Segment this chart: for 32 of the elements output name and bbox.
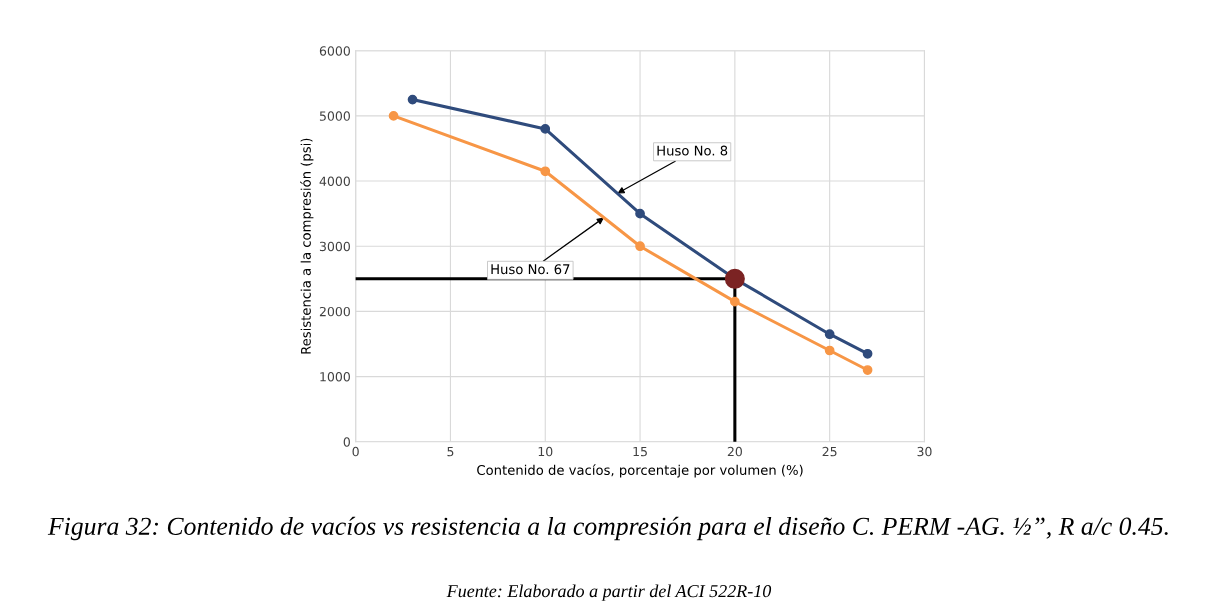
y-tick-label: 2000 [319, 306, 350, 317]
y-tick-label: 6000 [319, 46, 350, 56]
y-tick-label: 0 [343, 437, 350, 447]
point [724, 268, 745, 289]
x-tick-label: 10 [538, 446, 553, 457]
point [862, 365, 873, 375]
point [824, 345, 835, 356]
point [635, 241, 645, 252]
x-tick-label: 25 [822, 446, 837, 457]
y-tick-label: 1000 [320, 372, 350, 382]
point [540, 166, 551, 177]
y-tick-label: 3000 [319, 241, 350, 252]
point [407, 94, 418, 105]
point [388, 111, 399, 121]
x-tick-label: 15 [633, 447, 647, 457]
y-tick-label: 4000 [319, 176, 350, 186]
x-tick-label: 20 [727, 446, 742, 457]
point [729, 296, 740, 307]
point [862, 348, 873, 359]
point [635, 208, 645, 219]
annotation: Huso No. 8 [657, 145, 728, 156]
y-axis-title: Resistencia a la compresión (psi) [300, 138, 314, 354]
x-axis-title: Contenido de vacíos, porcentaje por volumen (%) [477, 464, 803, 478]
point [540, 124, 551, 134]
annotation: Huso No. 67 [491, 264, 570, 275]
x-tick-label: 30 [917, 446, 932, 457]
text: Figura 32: Contenido de vacíos vs resistencia a la compresión para el diseño C. PERM -AG. ½”, R a/c 0.45. [47, 516, 1168, 541]
source-note: Fuente: Elaborado a partir del ACI 522R-10 [446, 584, 772, 601]
x-tick-label: 0 [352, 446, 359, 457]
point [824, 329, 835, 340]
x-tick-label: 5 [447, 447, 454, 457]
y-tick-label: 5000 [319, 111, 350, 121]
